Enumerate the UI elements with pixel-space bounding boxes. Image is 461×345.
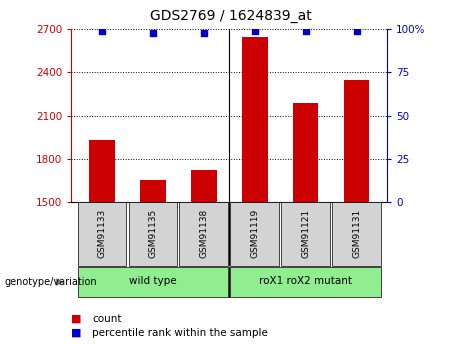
Bar bbox=[332, 202, 381, 266]
Bar bbox=[230, 202, 279, 266]
Text: count: count bbox=[92, 314, 122, 324]
Text: genotype/variation: genotype/variation bbox=[5, 277, 97, 287]
Bar bbox=[77, 202, 126, 266]
Bar bbox=[242, 37, 267, 202]
Text: roX1 roX2 mutant: roX1 roX2 mutant bbox=[259, 276, 352, 286]
Bar bbox=[230, 267, 381, 297]
Point bbox=[98, 28, 106, 34]
Bar bbox=[89, 140, 115, 202]
Text: GSM91119: GSM91119 bbox=[250, 209, 260, 258]
Text: percentile rank within the sample: percentile rank within the sample bbox=[92, 328, 268, 338]
Point bbox=[149, 30, 157, 36]
Point bbox=[302, 28, 309, 34]
Text: GSM91135: GSM91135 bbox=[148, 209, 158, 258]
Text: GSM91131: GSM91131 bbox=[352, 209, 361, 258]
Text: GDS2769 / 1624839_at: GDS2769 / 1624839_at bbox=[150, 9, 311, 23]
Bar bbox=[191, 170, 217, 202]
Text: ■: ■ bbox=[71, 314, 85, 324]
Bar bbox=[129, 202, 177, 266]
Point bbox=[200, 30, 207, 36]
Bar bbox=[293, 104, 319, 202]
Text: ■: ■ bbox=[71, 328, 85, 338]
Bar bbox=[281, 202, 330, 266]
Text: GSM91138: GSM91138 bbox=[199, 209, 208, 258]
Point bbox=[251, 28, 259, 34]
Text: GSM91133: GSM91133 bbox=[98, 209, 106, 258]
Point bbox=[353, 28, 361, 34]
Text: wild type: wild type bbox=[129, 276, 177, 286]
Bar bbox=[344, 80, 369, 202]
Bar bbox=[77, 267, 228, 297]
Bar bbox=[179, 202, 228, 266]
Bar bbox=[140, 179, 165, 202]
Text: GSM91121: GSM91121 bbox=[301, 209, 310, 258]
